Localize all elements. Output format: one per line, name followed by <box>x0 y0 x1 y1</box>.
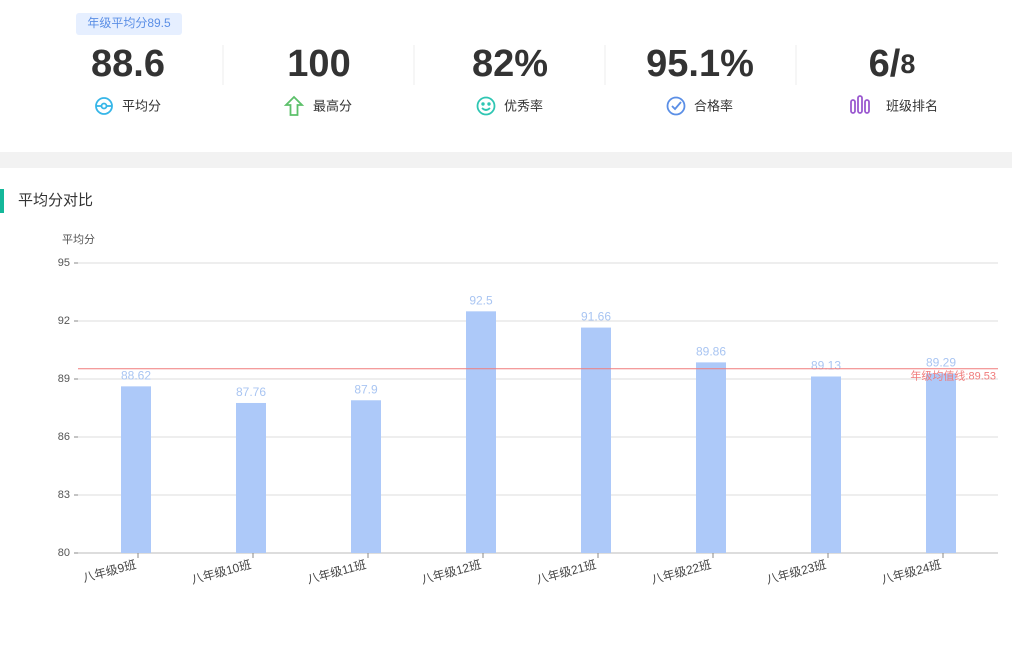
value-label: 88.62 <box>121 369 151 383</box>
value-label: 91.66 <box>581 310 611 324</box>
value-label: 89.29 <box>926 356 956 370</box>
value-label: 89.86 <box>696 345 726 359</box>
x-tick-label: 八年级11班 <box>306 557 368 586</box>
value-label: 87.76 <box>236 385 266 399</box>
bar <box>926 373 956 553</box>
stat-label: 优秀率 <box>504 98 543 113</box>
stats: 88.6 平均分 100 最高分 82% 优秀率 95.1% 合格率 6/8 班级排名 <box>91 43 938 113</box>
bar <box>121 386 151 553</box>
stat-label: 平均分 <box>122 98 161 113</box>
x-tick-label: 八年级22班 <box>650 557 713 586</box>
badge-bg <box>76 13 182 35</box>
x-tick-label: 八年级24班 <box>880 557 943 586</box>
value-label: 92.5 <box>469 294 493 308</box>
stat-value: 100 <box>287 43 350 85</box>
x-tick-label: 八年级21班 <box>535 557 598 586</box>
y-tick-label: 89 <box>58 373 70 385</box>
bar <box>581 327 611 553</box>
bar <box>696 362 726 553</box>
y-tick-label: 86 <box>58 431 70 443</box>
stat-value-suffix: 8 <box>900 49 915 79</box>
stat-label: 合格率 <box>694 98 733 113</box>
value-label: 87.9 <box>354 382 378 396</box>
y-tick-label: 92 <box>58 315 70 327</box>
mark-line-label: 年级均值线:89.53 <box>910 369 996 383</box>
stat-label: 班级排名 <box>886 98 938 113</box>
bar <box>811 376 841 553</box>
bar <box>351 400 381 553</box>
chart: 80 83 86 89 92 95 88.62 八年级9班 87.76 八年级10班 87.9 八年级… <box>58 257 998 587</box>
bar <box>466 311 496 553</box>
y-tick-label: 95 <box>58 257 70 269</box>
separators <box>222 45 797 85</box>
stat-value: 88.6 <box>91 43 165 85</box>
x-tick-label: 八年级10班 <box>190 557 253 586</box>
value-label: 89.13 <box>811 359 841 373</box>
y-tick-label: 83 <box>58 489 70 501</box>
section-title: 平均分对比 <box>18 192 93 209</box>
x-tick-label: 八年级23班 <box>765 557 828 586</box>
x-tick-label: 八年级9班 <box>81 557 137 585</box>
y-axis-label: 平均分 <box>62 233 95 246</box>
divider-band <box>0 152 1012 168</box>
bar <box>236 402 266 553</box>
stat-value: 82% <box>472 43 548 85</box>
badge: 年级平均分89.5 <box>87 16 171 30</box>
stat-value-main: 82% <box>472 43 548 85</box>
icons <box>95 95 870 116</box>
stat-value: 6/8 <box>869 43 916 85</box>
x-tick-label: 八年级12班 <box>420 557 483 586</box>
stat-label: 最高分 <box>313 98 352 113</box>
stat-value-main: 6/ <box>869 43 901 85</box>
y-tick-label: 80 <box>58 547 70 559</box>
stat-value-main: 95.1% <box>646 43 754 85</box>
section-marker <box>0 189 4 213</box>
stat-value: 95.1% <box>646 43 754 85</box>
stat-value-main: 100 <box>287 43 350 85</box>
stat-value-main: 88.6 <box>91 43 165 85</box>
